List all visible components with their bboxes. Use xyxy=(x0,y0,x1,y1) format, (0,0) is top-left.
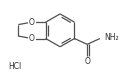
Text: NH₂: NH₂ xyxy=(104,33,118,42)
Text: O: O xyxy=(29,18,35,27)
Text: O: O xyxy=(29,34,35,43)
Text: HCl: HCl xyxy=(9,62,22,71)
Text: O: O xyxy=(84,57,90,66)
